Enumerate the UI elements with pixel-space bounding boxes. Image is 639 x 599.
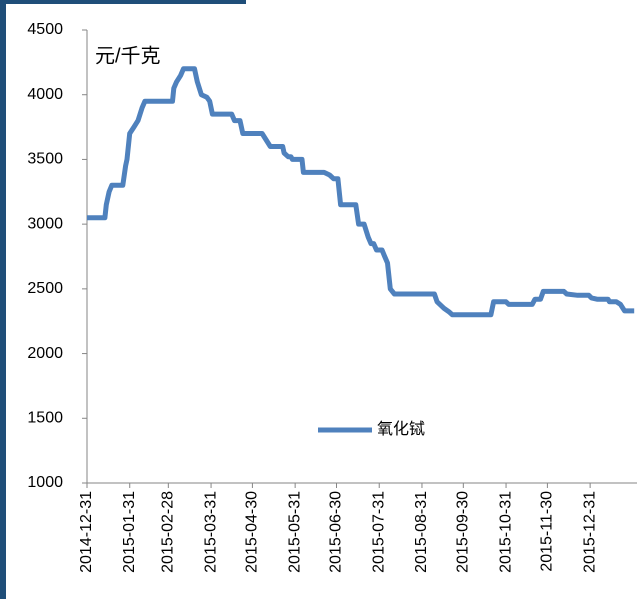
y-tick-label: 4500	[27, 21, 63, 38]
x-tick-label: 2015-11-30	[539, 491, 556, 572]
x-tick-label: 2015-04-30	[244, 491, 261, 573]
legend-label: 氧化铽	[377, 420, 425, 438]
x-tick-label: 2015-09-30	[455, 491, 472, 573]
y-tick-label: 1500	[27, 410, 63, 427]
y-tick-label: 3500	[27, 151, 63, 168]
x-tick-label: 2015-08-31	[413, 491, 430, 573]
left-border	[0, 0, 6, 599]
x-tick-label: 2014-12-31	[78, 491, 95, 573]
x-tick-label: 2015-07-31	[370, 491, 387, 573]
x-tick-label: 2015-01-31	[121, 491, 138, 573]
y-tick-label: 3000	[27, 215, 63, 232]
unit-label: 元/千克	[95, 44, 161, 67]
x-tick-label: 2015-12-31	[581, 491, 598, 573]
series-line	[87, 66, 635, 318]
y-tick-label: 1000	[27, 474, 63, 491]
x-tick-label: 2015-06-30	[328, 491, 345, 573]
x-tick-label: 2015-05-31	[286, 491, 303, 573]
y-tick-label: 4000	[27, 86, 63, 103]
y-tick-label: 2000	[27, 345, 63, 362]
x-tick-label: 2015-10-31	[497, 491, 514, 573]
top-border	[6, 0, 246, 4]
x-tick-label: 2015-03-31	[202, 491, 219, 573]
y-tick-label: 2500	[27, 280, 63, 297]
x-tick-label: 2015-02-28	[160, 491, 177, 573]
